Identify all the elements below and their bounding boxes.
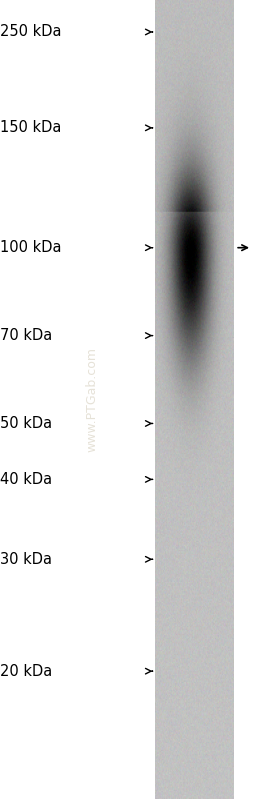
Text: 150 kDa: 150 kDa: [0, 121, 61, 135]
Text: www.PTGab.com: www.PTGab.com: [86, 347, 99, 452]
Text: 40 kDa: 40 kDa: [0, 472, 52, 487]
Text: 50 kDa: 50 kDa: [0, 416, 52, 431]
Text: 30 kDa: 30 kDa: [0, 552, 52, 566]
Text: 100 kDa: 100 kDa: [0, 240, 62, 255]
Text: 70 kDa: 70 kDa: [0, 328, 52, 343]
Text: 20 kDa: 20 kDa: [0, 664, 52, 678]
Text: 250 kDa: 250 kDa: [0, 25, 62, 39]
